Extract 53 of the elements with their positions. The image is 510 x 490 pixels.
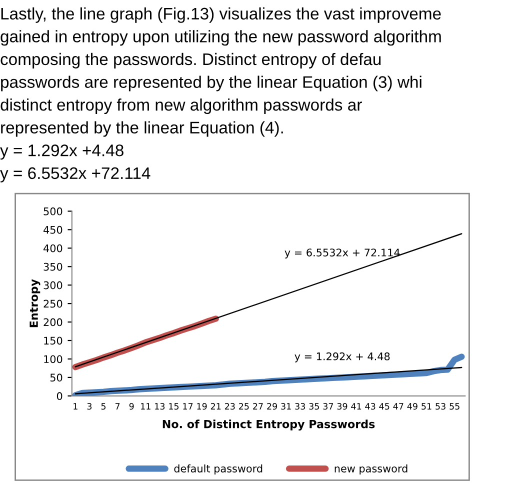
x-tick-label: 11 (141, 403, 150, 410)
series-label: y = 1.292x + 4.48 (294, 352, 390, 362)
y-tick-label: 400 (44, 244, 62, 252)
y-tick-label: 200 (44, 318, 62, 326)
x-tick-label: 31 (281, 403, 291, 410)
x-tick-label: 29 (267, 403, 277, 410)
text: gained in entropy upon utilizing the new password algorithm (0, 30, 441, 46)
x-tick-label: 21 (210, 403, 221, 410)
x-tick-label: 53 (436, 403, 446, 410)
x-tick-label: 13 (155, 403, 165, 410)
x-tick-label: 25 (239, 403, 249, 410)
x-tick-label: 43 (365, 403, 376, 410)
y-axis-title: Entropy (30, 279, 40, 328)
y-tick-label: 350 (44, 262, 62, 271)
text: composing the passwords. Distinct entropy of defau (0, 52, 381, 68)
y-tick-label: 150 (44, 336, 62, 345)
text: passwords are represented by the linear Equation (3) whi (1, 76, 422, 92)
x-tick-label: 35 (309, 403, 319, 410)
y-tick-label: 100 (44, 355, 62, 364)
text: y = 1.292x +4.48 (0, 144, 124, 160)
y-tick-label: 300 (44, 281, 62, 290)
x-tick-label: 39 (337, 403, 348, 410)
x-axis-title: No. of Distinct Entropy Passwords (162, 420, 375, 431)
x-tick-label: 5 (101, 403, 106, 410)
y-tick-label: 250 (44, 300, 62, 308)
text: represented by the linear Equation (4). (1, 121, 283, 137)
x-tick-label: 33 (295, 403, 305, 410)
x-tick-label: 19 (197, 403, 207, 410)
x-tick-label: 49 (407, 403, 418, 410)
text: distinct entropy from new algorithm passwords ar (0, 98, 362, 114)
x-tick-label: 7 (115, 403, 120, 410)
x-tick-label: 27 (253, 403, 263, 410)
x-tick-label: 51 (422, 403, 432, 410)
x-tick-label: 45 (379, 403, 390, 410)
x-tick-label: 17 (183, 403, 193, 410)
text: Lastly, the line graph (Fig.13) visualizes the vast improveme (1, 7, 441, 23)
y-tick-label: 50 (50, 374, 62, 382)
x-tick-label: 3 (87, 403, 92, 410)
y-tick-label: 500 (44, 207, 62, 216)
x-tick-label: 41 (351, 403, 362, 410)
x-tick-label: 47 (393, 403, 404, 410)
x-tick-label: 15 (169, 403, 179, 410)
x-tick-label: 1 (74, 403, 78, 410)
y-tick-label: 0 (56, 392, 62, 400)
y-tick-label: 450 (44, 226, 62, 234)
series-label: y = 6.5532x + 72.114 (284, 248, 400, 258)
x-tick-label: 37 (323, 403, 334, 410)
legend-label: new password (334, 464, 408, 474)
x-tick-label: 9 (129, 403, 134, 410)
x-tick-label: 23 (224, 403, 235, 410)
x-tick-label: 55 (450, 403, 460, 410)
legend-label: default password (174, 464, 262, 474)
text: y = 6.5532x +72.114 (0, 167, 150, 182)
